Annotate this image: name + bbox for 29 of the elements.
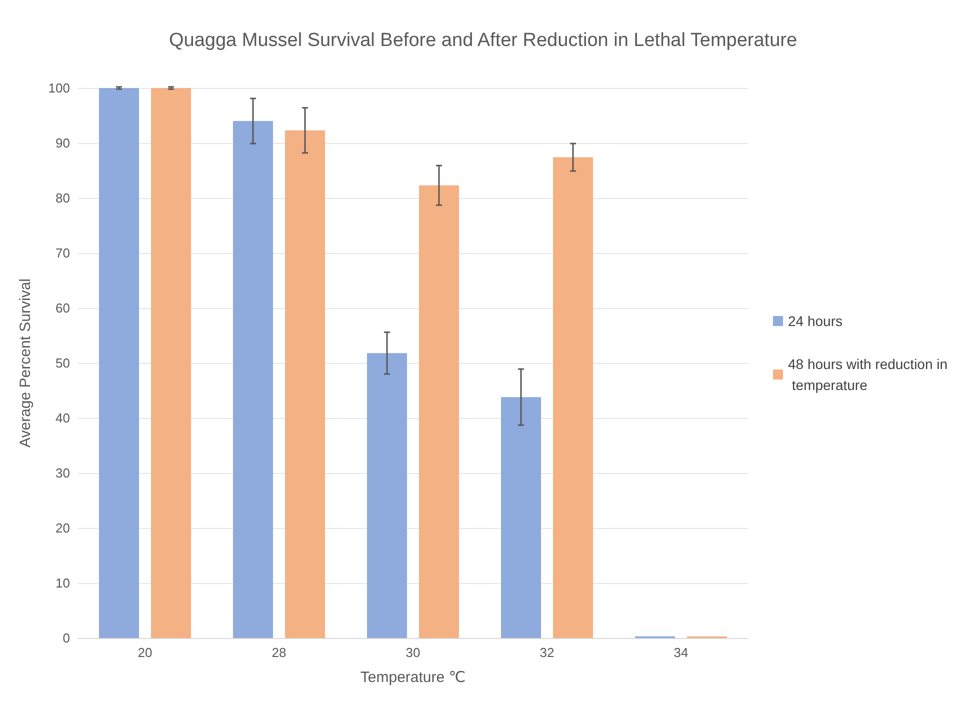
- y-axis-title: Average Percent Survival: [17, 278, 34, 448]
- y-tick-label: 30: [56, 466, 70, 480]
- x-tick-label: 32: [540, 645, 554, 660]
- y-tick-label: 80: [56, 190, 70, 206]
- y-tick-label: 40: [56, 410, 70, 426]
- legend-label: 48 hours with reduction in temperature: [788, 356, 948, 393]
- x-tick-label: 30: [406, 645, 420, 660]
- bar: [367, 353, 407, 638]
- x-axis-title: Temperature ℃: [360, 669, 466, 686]
- y-tick-label: 20: [56, 520, 70, 536]
- bar: [553, 157, 593, 638]
- legend-label: 24 hours: [788, 313, 842, 329]
- bar: [285, 130, 325, 638]
- x-tick-label: 34: [674, 645, 688, 660]
- y-tick-label: 100: [48, 80, 70, 96]
- x-tick-label: 20: [138, 645, 152, 660]
- y-tick-label: 0: [62, 630, 70, 646]
- y-tick-label: 10: [56, 576, 70, 590]
- y-tick-label: 50: [56, 356, 70, 370]
- chart-title: Quagga Mussel Survival Before and After Reduction in Lethal Temperature: [168, 30, 798, 51]
- bar: [501, 397, 541, 638]
- bar: [233, 121, 273, 638]
- y-tick-label: 70: [56, 246, 70, 260]
- y-tick-label: 90: [56, 136, 70, 150]
- bar: [419, 185, 459, 638]
- y-tick-label: 60: [56, 300, 70, 316]
- bar: [99, 88, 139, 638]
- x-tick-label: 28: [272, 645, 286, 660]
- bar: [151, 88, 191, 638]
